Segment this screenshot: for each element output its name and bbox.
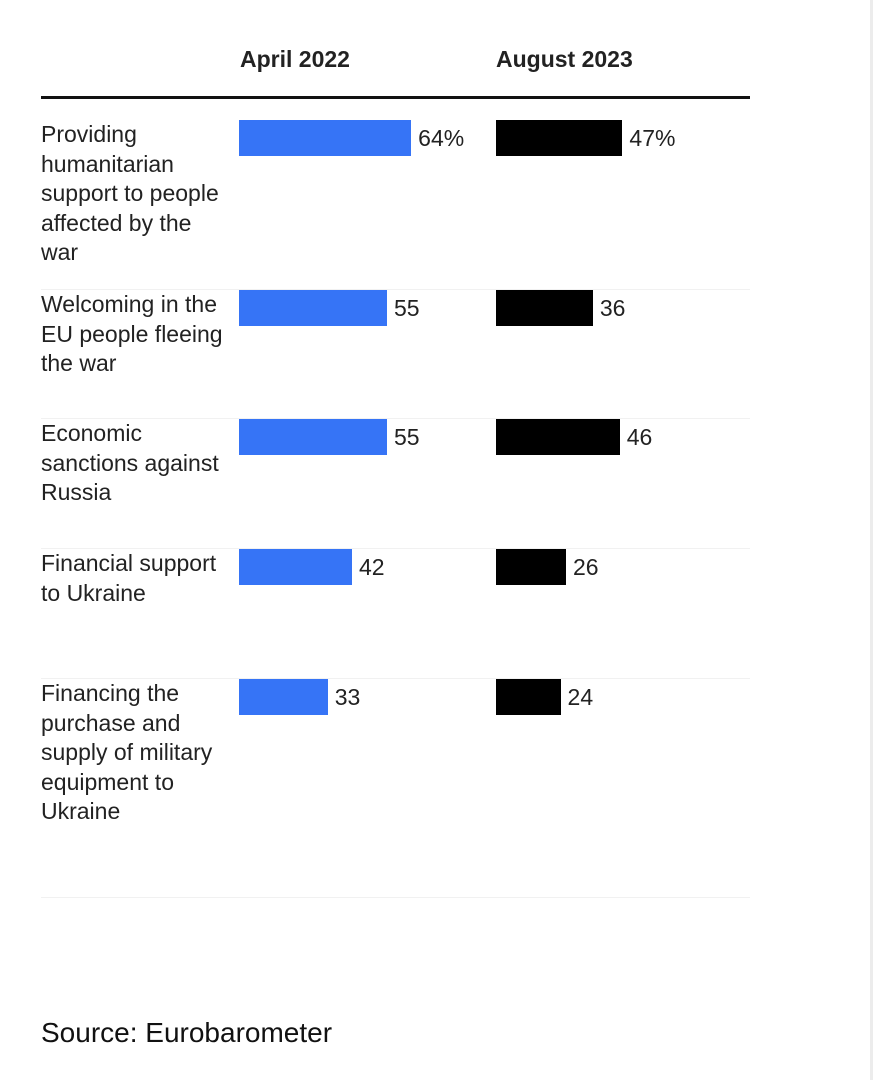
series-header-april-2022: April 2022	[240, 46, 350, 72]
series-header-august-2023: August 2023	[496, 46, 633, 72]
value-label-april-2022: 55	[393, 295, 420, 321]
bar-august-2023	[496, 419, 620, 455]
chart-row: Economic sanctions against Russia 55 46	[41, 419, 750, 549]
value-label-april-2022: 64%	[418, 125, 465, 151]
chart-row: Financial support to Ukraine 42 26	[41, 549, 750, 679]
value-label-april-2022: 33	[334, 684, 361, 710]
row-separator	[41, 418, 750, 419]
value-label-august-2023: 47%	[629, 125, 676, 151]
value-label-august-2023: 26	[572, 554, 599, 580]
page-edge	[870, 0, 873, 1080]
chart-row: Providing humanitarian support to people…	[41, 120, 750, 290]
header-rule	[41, 96, 750, 99]
value-label-august-2023: 46	[626, 424, 653, 450]
row-separator	[41, 678, 750, 679]
value-label-august-2023: 36	[599, 295, 626, 321]
chart-row: Financing the purchase and supply of mil…	[41, 679, 750, 898]
category-label: Welcoming in the EU people fleeing the w…	[41, 291, 223, 376]
row-separator	[41, 289, 750, 290]
category-label: Financial support to Ukraine	[41, 550, 217, 606]
row-separator	[41, 897, 750, 898]
bar-august-2023	[496, 549, 566, 585]
bar-august-2023	[496, 120, 623, 156]
bar-april-2022	[239, 419, 387, 455]
value-label-april-2022: 55	[393, 424, 420, 450]
row-separator	[41, 548, 750, 549]
bar-august-2023	[496, 679, 561, 715]
source-note: Source: Eurobarometer	[41, 1017, 333, 1048]
bar-august-2023	[496, 290, 593, 326]
chart-row: Welcoming in the EU people fleeing the w…	[41, 290, 750, 419]
category-label: Economic sanctions against Russia	[41, 420, 219, 505]
bar-april-2022	[239, 549, 352, 585]
category-label: Providing humanitarian support to people…	[41, 121, 219, 265]
value-label-april-2022: 42	[358, 554, 385, 580]
bar-april-2022	[239, 679, 328, 715]
value-label-august-2023: 24	[567, 684, 594, 710]
bar-april-2022	[239, 120, 412, 156]
bar-april-2022	[239, 290, 387, 326]
category-label: Financing the purchase and supply of mil…	[41, 680, 213, 824]
